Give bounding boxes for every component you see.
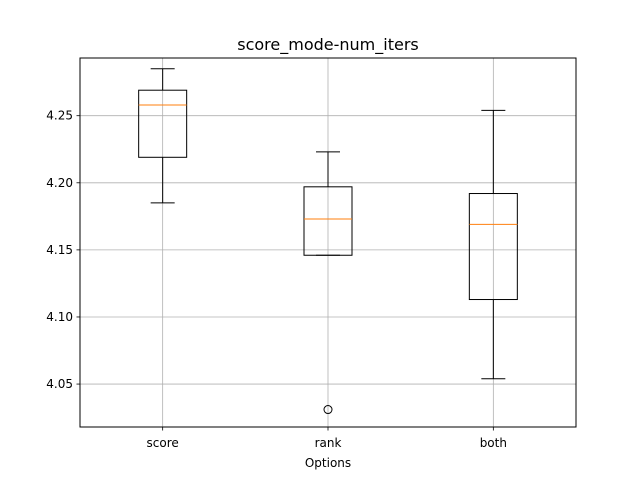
box-iqr [138,89,188,158]
y-tick-label: 4.10 [46,310,73,324]
y-tick-label: 4.25 [46,109,73,123]
chart-title: score_mode-num_iters [237,35,418,55]
box-group-both [468,109,518,380]
box-layer [138,68,518,415]
box-iqr [468,193,518,301]
x-tick-label: rank [315,436,342,450]
y-tick-label: 4.05 [46,377,73,391]
x-tick-label: both [480,436,507,450]
x-axis-label: Options [305,456,351,470]
y-tick-label: 4.15 [46,243,73,257]
tick-layer: 4.05 4.10 4.15 4.20 4.25 score rank both [46,109,507,450]
x-tick-label: score [147,436,179,450]
box-group-rank [303,151,353,415]
outlier-point [323,405,333,415]
y-tick-label: 4.20 [46,176,73,190]
box-group-score [138,68,188,204]
box-iqr [303,186,353,256]
